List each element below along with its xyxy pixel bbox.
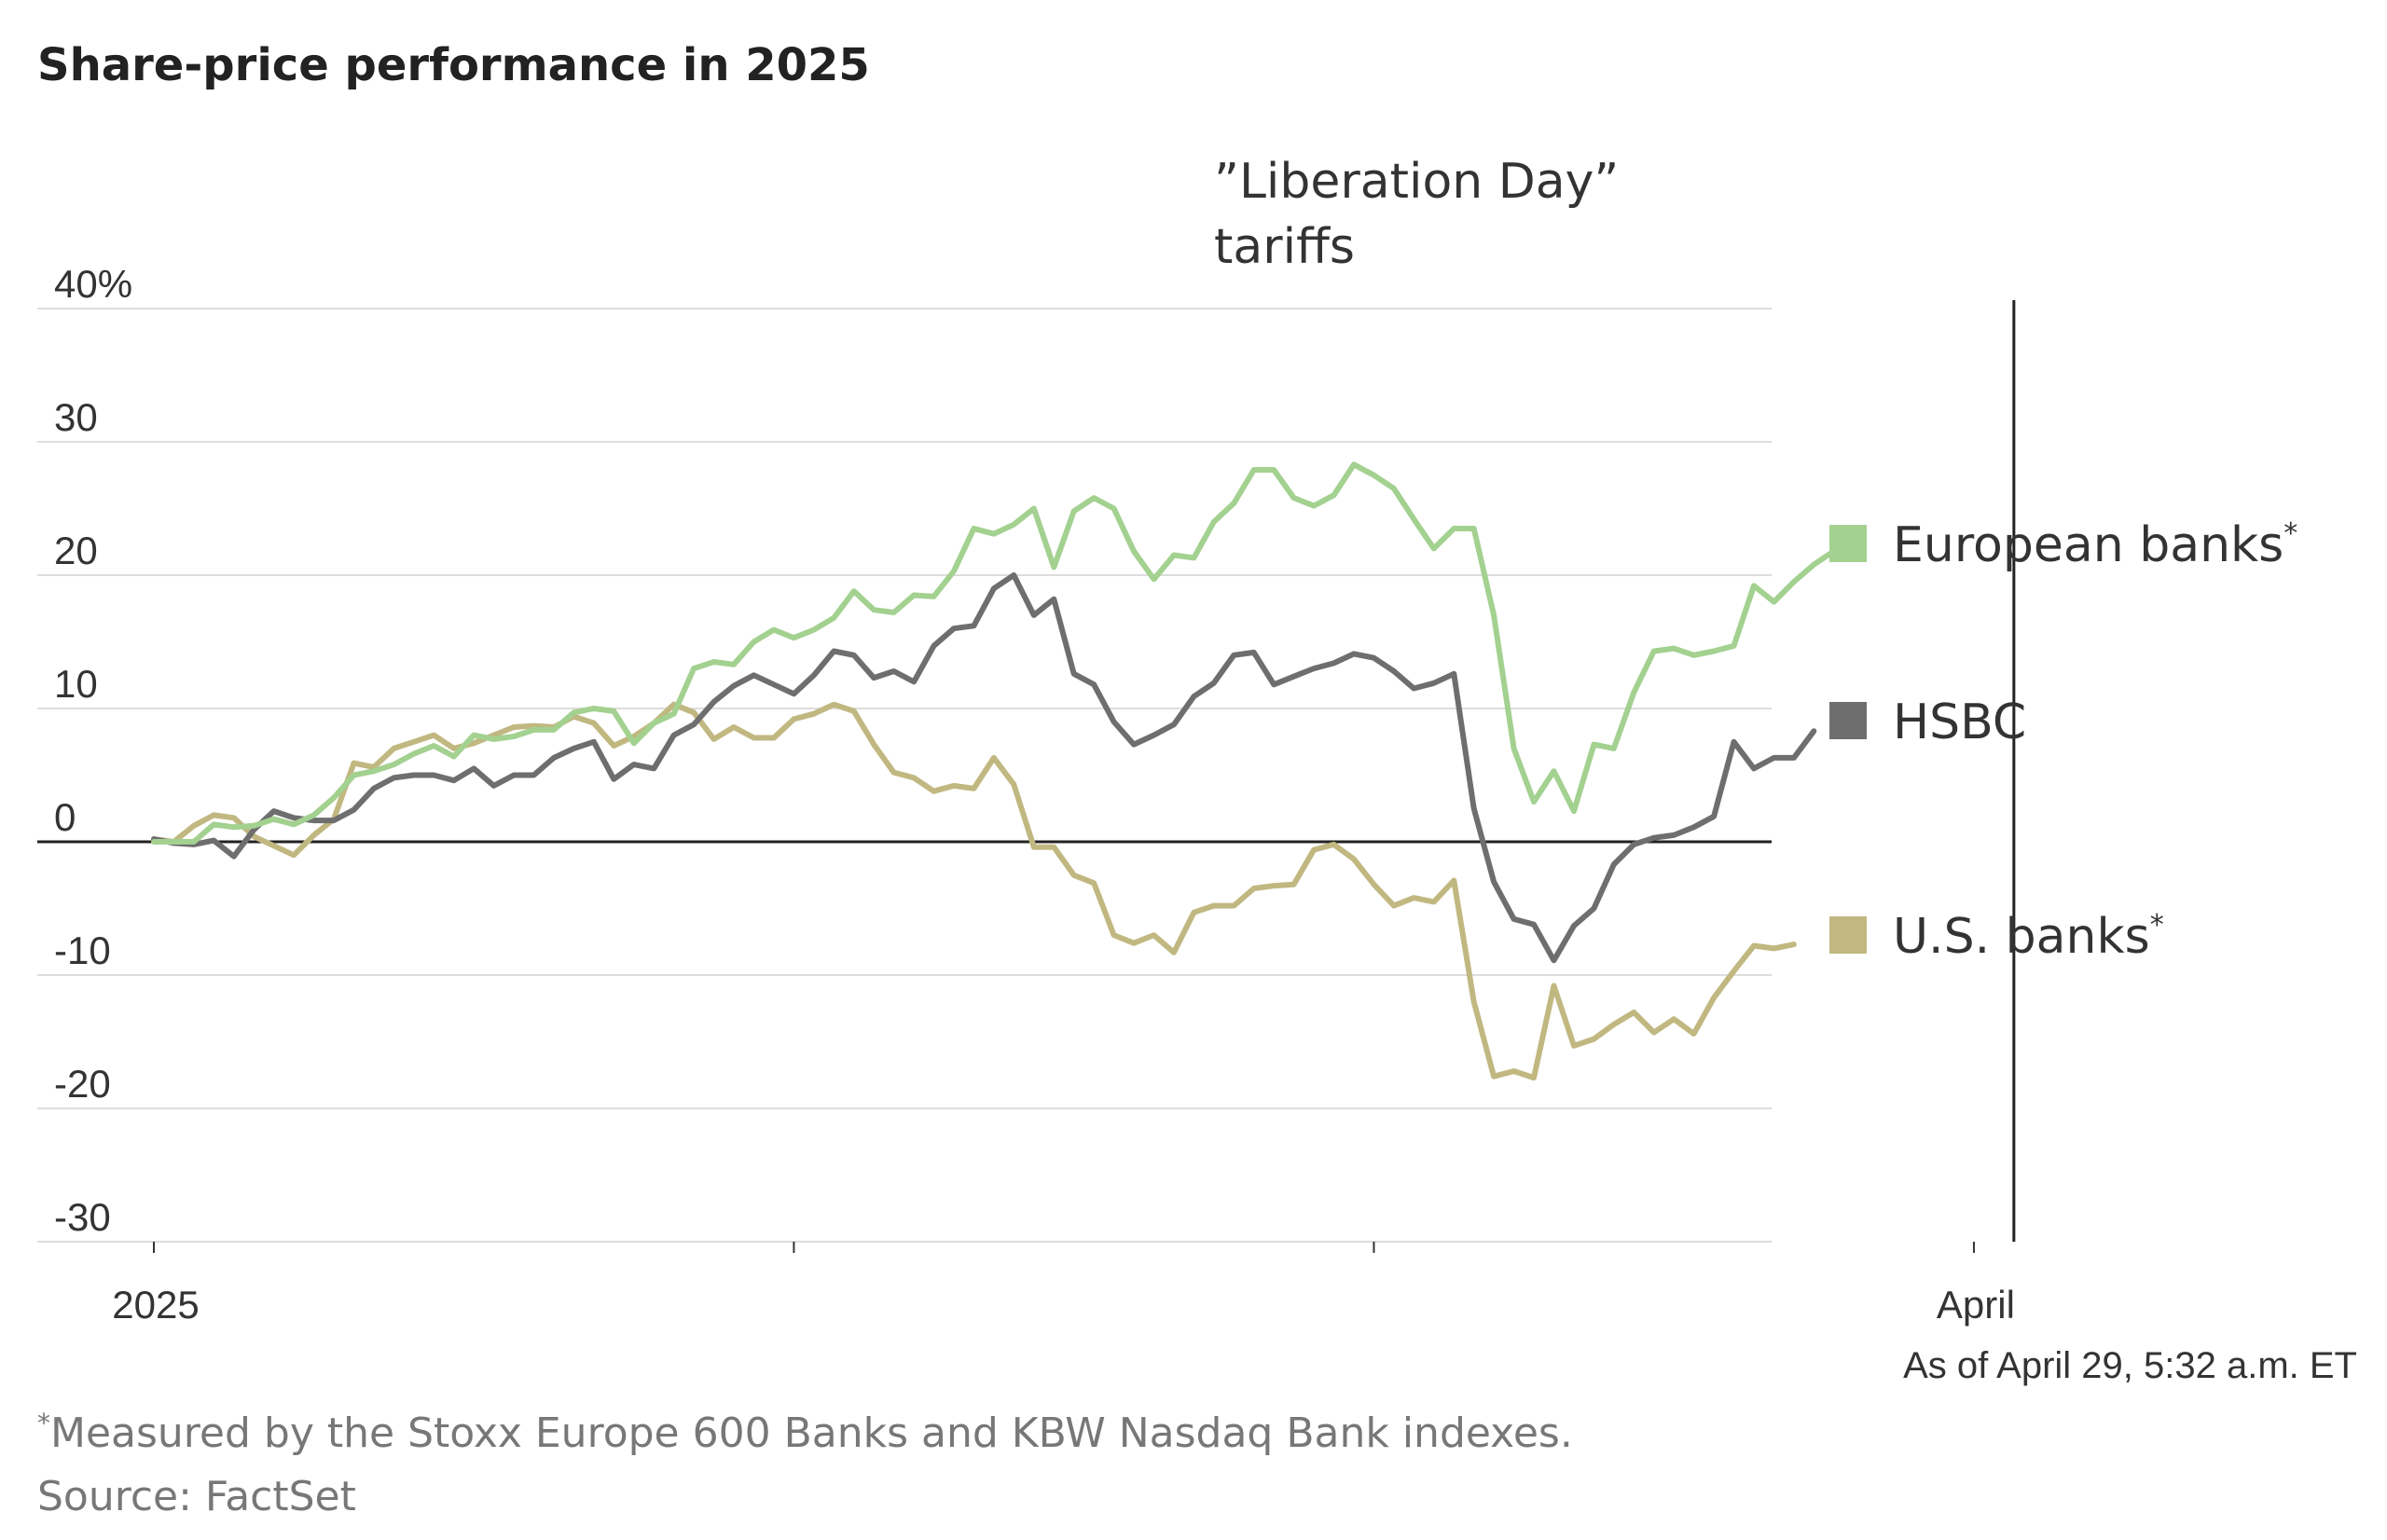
legend-label-text: European banks [1893,517,2284,573]
legend-label-hsbc: HSBC [1893,694,2026,750]
legend-swatch-hsbc [1829,702,1867,739]
legend-label-u-s-banks: U.S. banks* [1893,909,2164,965]
legend-swatch-european-banks [1829,525,1867,562]
series-lines [151,461,1837,1081]
legend-label-european-banks: European banks* [1893,517,2297,573]
annotation-label-line2: tariffs [1214,219,1355,275]
legend-label-text: HSBC [1893,694,2026,750]
source-note: Source: FactSet [37,1473,356,1520]
legend-label-text: U.S. banks [1893,909,2150,965]
legend-asterisk: * [2284,517,2297,550]
annotation-label-line1: ”Liberation Day” [1214,154,1619,210]
x-tick-label: April [1937,1283,2015,1327]
series-line-european-banks [151,461,1837,845]
legend-asterisk: * [2150,909,2164,942]
y-tick-label: -10 [54,928,111,972]
footnote-text: Measured by the Stoxx Europe 600 Banks a… [50,1409,1573,1457]
as-of-note: As of April 29, 5:32 a.m. ET [1903,1345,2357,1386]
y-tick-label: 30 [54,395,98,439]
y-tick-label: -30 [54,1195,111,1239]
y-tick-label: -20 [54,1062,111,1106]
footnote-asterisk: * [37,1408,50,1438]
series-line-u-s-banks [151,701,1797,1081]
liberation-day-annotation: ”Liberation Day” tariffs [1214,154,2016,1242]
chart-title: Share-price performance in 2025 [37,39,870,91]
y-tick-label: 20 [54,529,98,572]
y-tick-label: 40% [54,262,132,306]
x-axis: 2025 April [112,1242,2015,1327]
y-axis-tick-labels: 40% 30 20 10 0 -10 -20 -30 [54,262,132,1239]
x-tick-label: 2025 [112,1283,199,1327]
footnote: *Measured by the Stoxx Europe 600 Banks … [37,1408,1573,1457]
legend-swatch-u-s-banks [1829,916,1867,954]
y-tick-label: 10 [54,662,98,706]
gridlines [37,308,1772,1243]
series-line-hsbc [151,572,1817,964]
y-tick-label: 0 [54,795,76,839]
